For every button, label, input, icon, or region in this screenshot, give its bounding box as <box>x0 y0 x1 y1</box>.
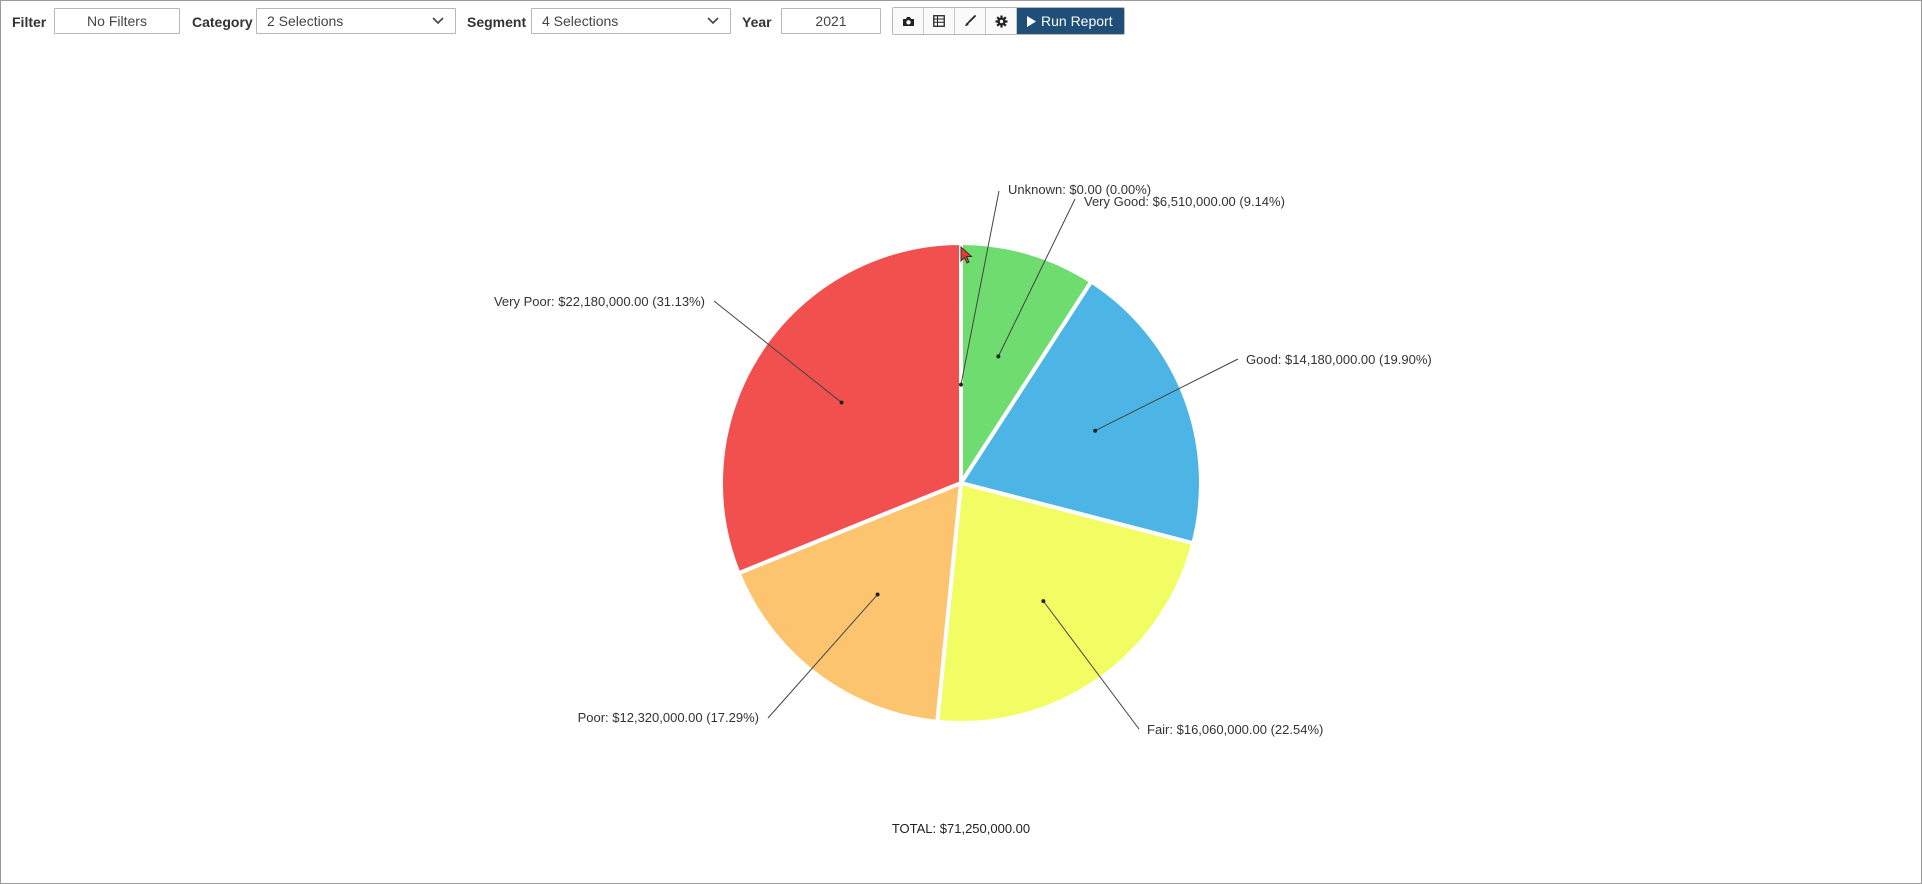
style-button[interactable] <box>955 8 986 34</box>
gear-icon <box>995 15 1007 27</box>
slice-label-good: Good: $14,180,000.00 (19.90%) <box>1246 352 1432 367</box>
run-report-label: Run Report <box>1041 13 1113 29</box>
slice-label-very-poor: Very Poor: $22,180,000.00 (31.13%) <box>494 294 705 309</box>
segment-label: Segment <box>467 14 527 30</box>
leader-line-fair <box>1042 600 1140 730</box>
camera-icon <box>902 16 914 26</box>
chevron-down-icon <box>707 17 719 25</box>
pie-slice-poor[interactable] <box>736 481 963 724</box>
segment-dropdown[interactable]: 4 Selections <box>531 8 731 34</box>
report-toolbar: Filter No Filters Category 2 Selections … <box>0 0 1922 44</box>
report-actions: Run Report <box>892 7 1125 35</box>
category-label: Category <box>192 14 253 30</box>
chevron-down-icon <box>432 17 444 25</box>
play-icon <box>1027 15 1036 27</box>
year-label: Year <box>742 14 772 30</box>
pie-slice-very-good[interactable] <box>959 241 1094 485</box>
leader-dot-fair <box>1041 599 1046 604</box>
run-report-button[interactable]: Run Report <box>1017 8 1124 34</box>
total-label: TOTAL: $71,250,000.00 <box>892 821 1030 836</box>
leader-dot-very-poor <box>839 400 844 405</box>
leader-line-good <box>1094 358 1239 432</box>
category-value: 2 Selections <box>267 13 344 29</box>
leader-dot-very-good <box>996 354 1001 359</box>
leader-dot-unknown <box>959 382 963 387</box>
table-view-button[interactable] <box>924 8 955 34</box>
slice-label-poor: Poor: $12,320,000.00 (17.29%) <box>578 710 759 725</box>
snapshot-button[interactable] <box>893 8 924 34</box>
pie-slice-good[interactable] <box>959 279 1203 546</box>
pie-slice-fair[interactable] <box>935 481 1196 725</box>
settings-button[interactable] <box>986 8 1017 34</box>
filter-label: Filter <box>12 14 47 30</box>
leader-dot-good <box>1093 428 1098 433</box>
leader-line-unknown <box>960 190 1000 385</box>
year-input[interactable]: 2021 <box>781 8 881 34</box>
leader-line-poor <box>767 594 878 719</box>
brush-icon <box>965 15 976 26</box>
slice-label-fair: Fair: $16,060,000.00 (22.54%) <box>1147 722 1323 737</box>
leader-line-very-poor <box>713 300 842 403</box>
pie-slice-very-poor[interactable] <box>719 241 963 576</box>
slice-label-very-good: Very Good: $6,510,000.00 (9.14%) <box>1084 194 1285 209</box>
leader-line-very-good <box>997 198 1076 357</box>
filter-input[interactable]: No Filters <box>54 8 180 34</box>
slice-label-unknown: Unknown: $0.00 (0.00%) <box>1008 182 1151 197</box>
leader-dot-poor <box>875 592 880 597</box>
segment-value: 4 Selections <box>542 13 619 29</box>
table-icon <box>933 15 945 27</box>
mouse-cursor-icon <box>960 246 973 264</box>
category-dropdown[interactable]: 2 Selections <box>256 8 456 34</box>
